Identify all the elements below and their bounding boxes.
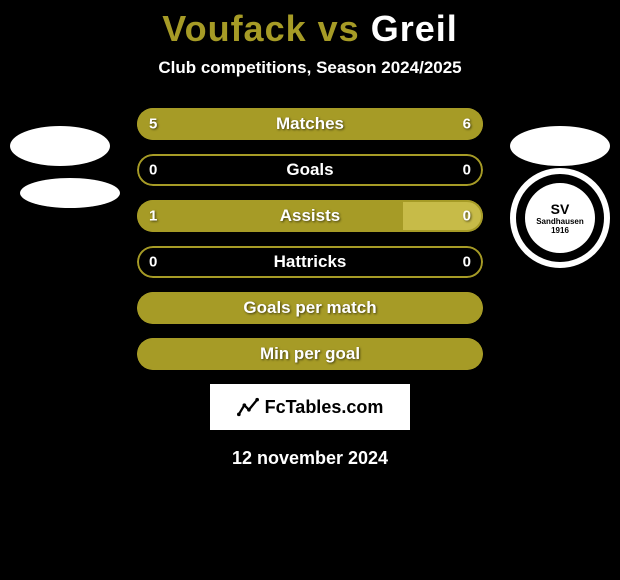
stat-row: 10Assists <box>137 200 483 232</box>
brand-text: FcTables.com <box>265 397 384 418</box>
player2-name: Greil <box>371 8 458 49</box>
badge-inner: SV Sandhausen 1916 <box>525 183 595 253</box>
vs-word: vs <box>318 8 360 49</box>
stat-row: 56Matches <box>137 108 483 140</box>
player1-name: Voufack <box>162 8 306 49</box>
right-club-logo <box>510 126 610 166</box>
row-label: Goals <box>137 160 483 180</box>
right-club-badge: SV Sandhausen 1916 <box>510 168 610 268</box>
left-club-logo-2 <box>20 178 120 208</box>
row-label: Goals per match <box>137 298 483 318</box>
brand-watermark: FcTables.com <box>210 384 410 430</box>
left-club-logo-1 <box>10 126 110 166</box>
stat-row: 00Hattricks <box>137 246 483 278</box>
comparison-title: Voufack vs Greil <box>0 0 620 50</box>
row-label: Matches <box>137 114 483 134</box>
stat-rows: 56Matches 00Goals 10Assists 00Hattricks Goal… <box>137 108 483 370</box>
stat-row: Goals per match <box>137 292 483 324</box>
stat-row: Min per goal <box>137 338 483 370</box>
stat-row: 00Goals <box>137 154 483 186</box>
row-label: Min per goal <box>137 344 483 364</box>
subtitle: Club competitions, Season 2024/2025 <box>0 58 620 78</box>
row-label: Assists <box>137 206 483 226</box>
badge-year: 1916 <box>551 226 569 235</box>
date-line: 12 november 2024 <box>0 448 620 469</box>
badge-name: Sandhausen <box>536 217 584 226</box>
chart-area: SV Sandhausen 1916 56Matches 00Goals 10Ass… <box>0 108 620 370</box>
badge-sv: SV <box>551 201 570 217</box>
chart-icon <box>237 396 259 418</box>
row-label: Hattricks <box>137 252 483 272</box>
